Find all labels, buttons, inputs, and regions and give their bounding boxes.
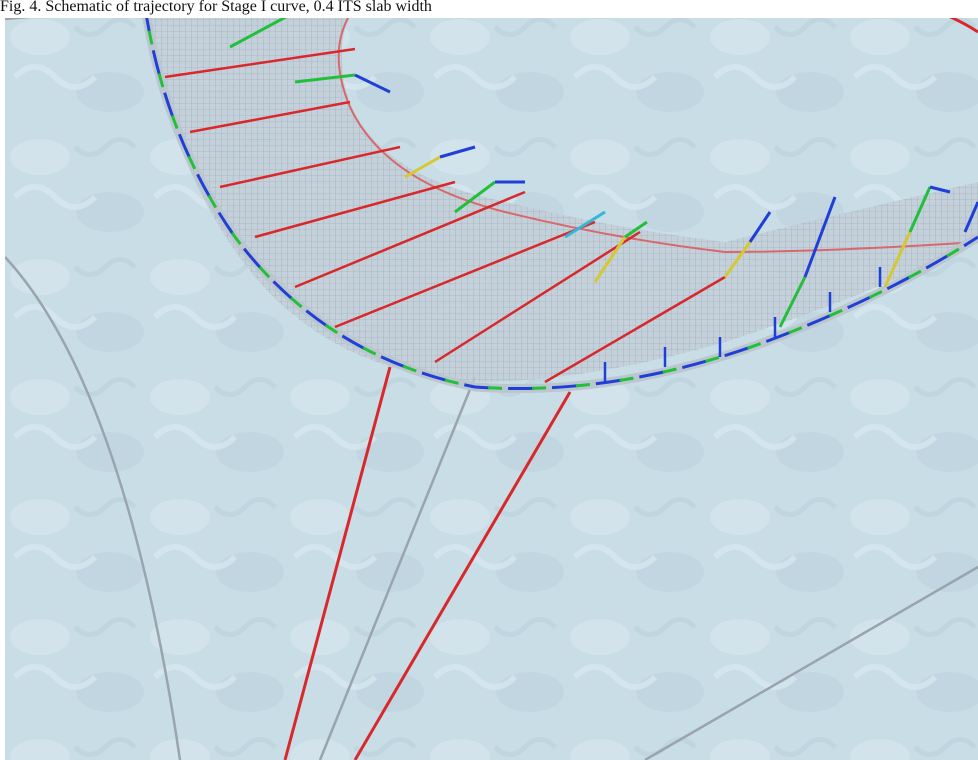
cross-line-2 <box>189 100 351 134</box>
marker-tick <box>454 180 496 214</box>
rail-posts <box>603 267 882 382</box>
marker-tick <box>929 185 951 194</box>
cross-line-1 <box>164 47 356 79</box>
track-outer-rail-colored <box>143 7 978 391</box>
marker-tick <box>723 241 752 278</box>
cross-line-6 <box>334 220 596 329</box>
cross-line-8 <box>544 275 726 384</box>
marker-tick <box>404 155 441 179</box>
marker-tick <box>294 73 356 84</box>
marker-tick <box>564 210 606 239</box>
marker-tick <box>439 145 476 159</box>
trajectory-exit-left <box>283 366 392 760</box>
cross-line-7 <box>434 230 641 364</box>
track-surface <box>140 7 978 382</box>
marker-tick <box>963 201 978 233</box>
marker-tick <box>908 186 932 233</box>
ice-scene-render <box>5 7 978 760</box>
boundary-line-left <box>5 256 182 760</box>
marker-tick <box>354 73 391 94</box>
cross-line-4 <box>254 180 456 239</box>
cross-line-5 <box>294 190 526 289</box>
cross-section-lines <box>164 47 726 384</box>
trajectory-exit-right <box>353 391 572 760</box>
marker-ticks <box>229 10 978 328</box>
marker-tick <box>883 231 912 288</box>
marker-tick <box>624 220 648 239</box>
trajectory-inner-curve <box>337 7 978 254</box>
marker-tick <box>748 211 772 243</box>
boundary-line-center <box>318 376 477 760</box>
marker-tick <box>803 196 837 278</box>
figure-caption: Fig. 4. Schematic of trajectory for Stag… <box>0 0 978 18</box>
marker-tick <box>593 236 627 283</box>
marker-tick <box>778 276 807 328</box>
trajectory-exit-lines <box>283 366 572 760</box>
boundary-line-right <box>644 565 978 760</box>
cross-line-3 <box>219 145 401 189</box>
